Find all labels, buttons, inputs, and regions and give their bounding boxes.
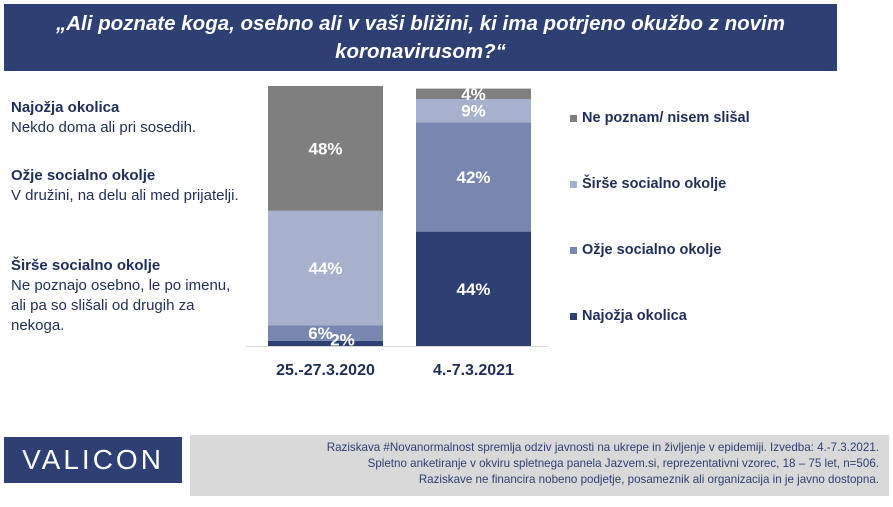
- data-label: 44%: [456, 280, 490, 299]
- bar-segment-najozja-okolica: [416, 231, 531, 346]
- data-label: 2%: [330, 330, 355, 349]
- footer-line: Raziskave ne financira nobeno podjetje, …: [418, 473, 879, 486]
- valicon-logo: VALICON: [4, 437, 182, 483]
- data-label: 9%: [461, 102, 486, 121]
- definition-heading: Najožja okolica: [11, 99, 120, 116]
- bar-segment-sirse-socialno-okolje: [416, 99, 531, 123]
- bar-segment-ne-poznam-nisem-slisal: [268, 86, 383, 211]
- definition-najozja: Najožja okolica Nekdo doma ali pri sosed…: [11, 98, 246, 138]
- definition-text: Nekdo doma ali pri sosedih.: [11, 119, 197, 136]
- legend-swatch: [570, 246, 577, 254]
- x-tick-label: 4.-7.3.2021: [433, 362, 514, 379]
- definition-heading: Ožje socialno okolje: [11, 167, 156, 184]
- bar-segment-ozje-socialno-okolje: [416, 122, 531, 232]
- data-label: 4%: [461, 85, 486, 104]
- legend-swatch: [570, 312, 577, 320]
- legend-item-ne-poznam-nisem-slisal: Ne poznam/ nisem slišal: [570, 110, 750, 126]
- data-label: 6%: [308, 324, 333, 343]
- definition-sirse: Širše socialno okolje Ne poznajo osebno,…: [11, 256, 231, 336]
- data-label: 44%: [308, 259, 342, 278]
- legend-item-sirse-socialno-okolje: Širše socialno okolje: [570, 176, 726, 192]
- legend-swatch: [570, 114, 577, 122]
- bar-segment-najozja-okolica: [268, 340, 383, 346]
- x-tick-label: 25.-27.3.2020: [276, 362, 375, 379]
- legend-item-najozja-okolica: Najožja okolica: [570, 308, 687, 324]
- bar-segment-ne-poznam-nisem-slisal: [416, 88, 531, 99]
- legend-label: Ožje socialno okolje: [582, 242, 722, 258]
- data-label: 42%: [456, 168, 490, 187]
- definition-text: V družini, na delu ali med prijatelji.: [11, 187, 239, 204]
- legend-swatch: [570, 180, 577, 188]
- definition-text: Ne poznajo osebno, le po imenu, ali pa s…: [11, 277, 231, 334]
- definition-ozje: Ožje socialno okolje V družini, na delu …: [11, 166, 246, 206]
- legend-label: Širše socialno okolje: [582, 176, 727, 192]
- legend-item-ozje-socialno-okolje: Ožje socialno okolje: [570, 242, 721, 258]
- footer-line: Spletno anketiranje v okviru spletnega p…: [367, 457, 879, 470]
- footer-note: Raziskava #Novanormalnost spremlja odziv…: [190, 435, 889, 496]
- data-label: 48%: [308, 139, 342, 158]
- bar-segment-ozje-socialno-okolje: [268, 325, 383, 341]
- legend-label: Najožja okolica: [582, 308, 687, 324]
- bar-segment-sirse-socialno-okolje: [268, 210, 383, 326]
- legend-label: Ne poznam/ nisem slišal: [582, 110, 750, 126]
- definition-heading: Širše socialno okolje: [11, 257, 161, 274]
- footer-line: Raziskava #Novanormalnost spremlja odziv…: [326, 441, 879, 454]
- chart-title: „Ali poznate koga, osebno ali v vaši bli…: [4, 4, 837, 71]
